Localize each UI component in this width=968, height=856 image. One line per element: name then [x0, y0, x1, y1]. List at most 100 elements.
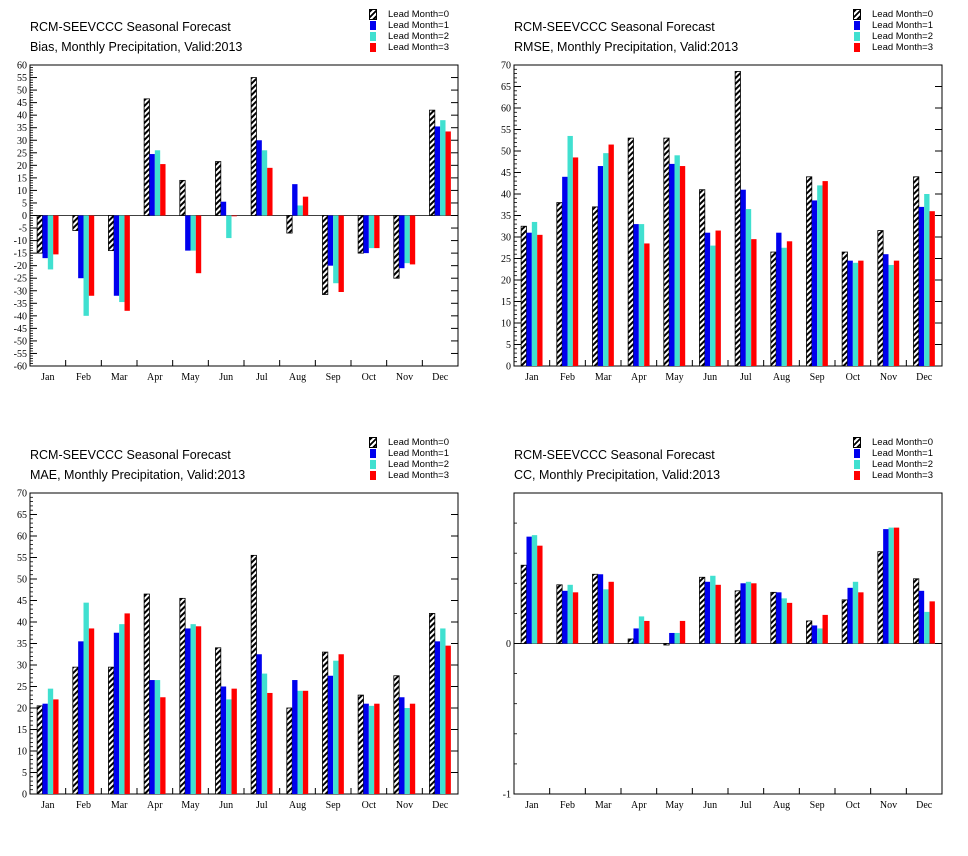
bar-apr-lead3 — [644, 243, 650, 366]
bar-mar-lead3 — [124, 215, 130, 311]
chart-subtitle: RMSE, Monthly Precipitation, Valid:2013 — [514, 40, 739, 54]
legend-swatch — [370, 21, 376, 30]
legend-label: Lead Month=1 — [388, 20, 450, 31]
bar-jun-lead3 — [715, 584, 721, 644]
legend-swatch — [854, 32, 860, 41]
legend-label: Lead Month=0 — [388, 437, 450, 448]
bar-sep-lead2 — [333, 660, 339, 794]
y-tick-label: 10 — [17, 747, 27, 758]
bar-oct-lead3 — [374, 703, 380, 794]
legend-entry: Lead Month=0 — [369, 9, 450, 20]
bar-aug-lead1 — [292, 680, 298, 794]
bar-may-lead2 — [674, 632, 680, 644]
bar-feb-lead1 — [562, 590, 568, 644]
bar-apr-lead3 — [644, 620, 650, 644]
bar-may-lead3 — [679, 166, 686, 366]
y-tick-label: 5 — [22, 198, 27, 209]
bar-sep-lead3 — [338, 215, 344, 293]
bar-jun-lead1 — [704, 581, 711, 644]
bar-jan-lead2 — [47, 215, 54, 270]
x-tick-label: Feb — [560, 800, 575, 811]
bar-aug-lead1 — [292, 184, 298, 216]
bar-dec-lead1 — [434, 641, 441, 794]
bar-oct-lead2 — [368, 705, 375, 794]
y-tick-label: 60 — [501, 104, 511, 115]
x-tick-label: Oct — [362, 800, 377, 811]
legend-entry: Lead Month=1 — [854, 448, 933, 459]
legend-entry: Lead Month=1 — [370, 448, 449, 459]
x-tick-label: Jan — [41, 372, 54, 383]
bar-jul-lead1 — [740, 189, 746, 366]
bar-mar-lead1 — [113, 632, 120, 794]
y-tick-label: -35 — [14, 299, 27, 310]
legend-swatch — [369, 437, 377, 448]
bar-may-lead1 — [185, 215, 191, 251]
x-tick-label: Mar — [111, 800, 128, 811]
bar-aug-lead1 — [776, 592, 782, 644]
x-tick-label: Jun — [703, 372, 717, 383]
bar-apr-lead1 — [633, 628, 639, 644]
y-tick-label: 60 — [17, 61, 27, 72]
legend-entry: Lead Month=0 — [369, 437, 450, 448]
legend-swatch — [853, 9, 861, 20]
bar-nov-lead1 — [883, 254, 889, 366]
bar-dec-lead2 — [440, 120, 446, 216]
y-tick-label: -50 — [14, 336, 27, 347]
legend-entry: Lead Month=3 — [370, 42, 449, 53]
legend-entry: Lead Month=2 — [370, 459, 449, 470]
bar-jan-lead1 — [526, 536, 532, 644]
bar-dec-lead0 — [913, 578, 920, 644]
bar-mar-lead0 — [592, 573, 599, 644]
bar-mar-lead2 — [603, 589, 609, 644]
x-tick-label: Jul — [740, 372, 752, 383]
bar-apr-lead1 — [149, 680, 155, 794]
y-tick-label: 0 — [22, 790, 27, 801]
bar-mar-lead3 — [124, 613, 130, 794]
bar-jun-lead0 — [215, 647, 222, 795]
x-tick-label: Sep — [810, 372, 825, 383]
bar-jul-lead3 — [267, 167, 273, 216]
bar-aug-lead1 — [776, 232, 782, 366]
bar-apr-lead2 — [154, 680, 161, 794]
y-tick-label: 20 — [17, 704, 27, 715]
chart-subtitle: MAE, Monthly Precipitation, Valid:2013 — [30, 468, 246, 482]
y-tick-label: 0 — [22, 211, 27, 222]
bar-may-lead0 — [663, 137, 670, 367]
bar-oct-lead2 — [368, 215, 375, 249]
x-tick-label: Aug — [773, 372, 790, 383]
x-tick-label: Sep — [326, 800, 341, 811]
bar-aug-lead3 — [302, 196, 309, 216]
bar-feb-lead2 — [567, 584, 573, 644]
y-tick-label: 70 — [17, 489, 27, 500]
bar-jan-lead3 — [537, 234, 543, 366]
plot-area: 0 5 10 15 20 25 30 35 40 45 50 55 60 65 70 Jan Feb Mar Apr… — [17, 489, 459, 811]
bar-apr-lead0 — [143, 98, 150, 216]
bar-jun-lead3 — [231, 688, 237, 794]
bar-apr-lead0 — [143, 593, 150, 795]
bar-may-lead0 — [179, 597, 186, 795]
bar-feb-lead3 — [88, 628, 95, 794]
legend-swatch — [370, 32, 376, 41]
bar-mar-lead2 — [119, 215, 125, 303]
bar-dec-lead1 — [434, 126, 441, 216]
x-tick-label: Dec — [432, 372, 449, 383]
bar-mar-lead2 — [603, 153, 609, 366]
bar-apr-lead2 — [638, 224, 645, 366]
bar-apr-lead2 — [638, 616, 645, 644]
legend-label: Lead Month=0 — [388, 9, 450, 20]
legend-swatch — [369, 9, 377, 20]
bar-may-lead2 — [190, 215, 196, 251]
bar-nov-lead1 — [883, 529, 889, 644]
y-tick-label: 30 — [17, 661, 27, 672]
chart-legend: Lead Month=0 Lead Month=1 Lead Month=2 Lead… — [369, 9, 450, 53]
bar-jun-lead2 — [226, 699, 232, 794]
legend-label: Lead Month=3 — [872, 42, 934, 53]
bar-aug-lead3 — [786, 241, 793, 366]
bar-aug-lead3 — [786, 602, 793, 644]
y-tick-label: -10 — [14, 236, 27, 247]
bar-jun-lead1 — [704, 232, 711, 366]
bar-nov-lead2 — [404, 215, 410, 264]
bar-sep-lead1 — [327, 675, 334, 794]
bar-may-lead3 — [195, 626, 202, 794]
bar-jul-lead2 — [745, 581, 752, 644]
